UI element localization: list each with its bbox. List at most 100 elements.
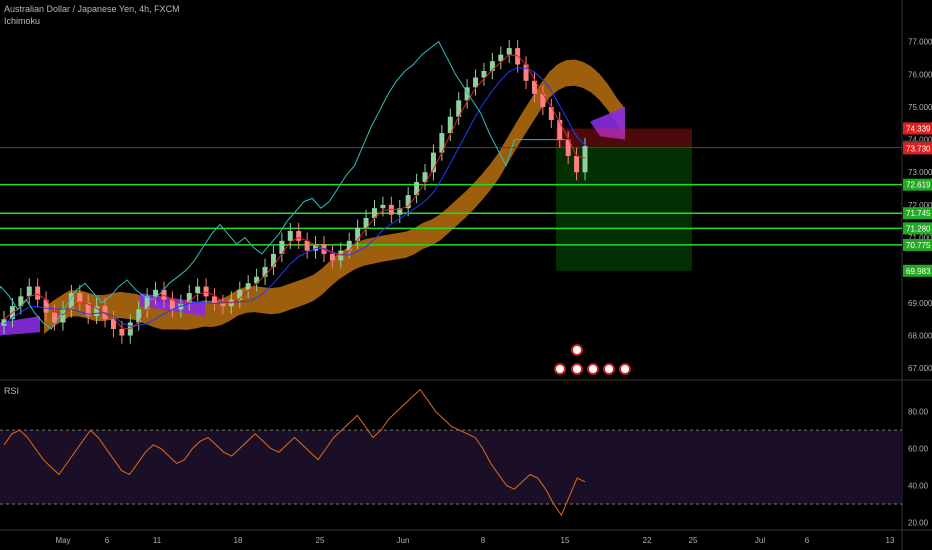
conversion-line — [3, 54, 586, 330]
price-tick-label: 67.000 — [908, 364, 932, 373]
event-marker-icon — [619, 363, 631, 375]
candle-body — [110, 319, 116, 330]
candle-body — [68, 293, 74, 310]
candle-body — [26, 286, 32, 297]
candle-body — [212, 296, 218, 303]
candle-body — [254, 276, 260, 284]
rsi-tick-label: 40.00 — [908, 482, 929, 491]
time-tick-label: 22 — [643, 536, 652, 545]
price-tick-label: 75.000 — [908, 103, 932, 112]
price-tick-label: 77.000 — [908, 38, 932, 47]
base-line — [3, 67, 586, 327]
candle-body — [1, 319, 7, 326]
candle-body — [405, 195, 411, 209]
price-tag-label: 73.730 — [906, 144, 931, 153]
rsi-tick-label: 80.00 — [908, 408, 929, 417]
candle-body — [35, 286, 41, 300]
price-tag-label: 71.280 — [906, 224, 931, 233]
candle-body — [397, 208, 403, 215]
candle-body — [304, 240, 310, 251]
candle-body — [60, 309, 66, 323]
candle-body — [498, 54, 504, 62]
candle-body — [422, 172, 428, 183]
rsi-tick-label: 60.00 — [908, 445, 929, 454]
lagging-span — [0, 40, 565, 330]
candle-body — [531, 80, 537, 94]
candle-body — [540, 93, 546, 107]
price-tag-label: 70.775 — [906, 241, 931, 250]
event-marker-icon — [571, 344, 583, 356]
candle-body — [169, 299, 175, 310]
price-tag — [903, 122, 932, 135]
candle-body — [279, 240, 285, 254]
candle-body — [203, 286, 209, 297]
time-tick-label: 6 — [805, 536, 810, 545]
candle-body — [153, 289, 159, 297]
time-tick-label: 25 — [689, 536, 698, 545]
time-tick-label: 18 — [234, 536, 243, 545]
candle-body — [481, 70, 487, 78]
candle-body — [473, 77, 479, 88]
time-tick-label: 6 — [105, 536, 110, 545]
time-tick-label: 15 — [561, 536, 570, 545]
price-tick-label: 74.000 — [908, 136, 932, 145]
rsi-label: RSI — [4, 386, 20, 396]
candle-body — [439, 133, 445, 153]
candle-body — [52, 312, 58, 323]
candle-body — [18, 296, 24, 307]
price-tag-label: 74.339 — [906, 125, 931, 134]
ichimoku-cloud-bearish — [0, 315, 40, 336]
candle-body — [195, 286, 201, 294]
chart-title: Australian Dollar / Japanese Yen, 4h, FX… — [4, 4, 180, 14]
price-tag — [903, 207, 932, 220]
candle-body — [548, 106, 554, 120]
time-tick-label: May — [55, 536, 70, 545]
candle-body — [338, 250, 344, 261]
candle-body — [329, 253, 335, 261]
time-tick-label: 8 — [481, 536, 486, 545]
candle-body — [77, 293, 83, 303]
candle-body — [287, 231, 293, 241]
candle-body — [119, 329, 125, 336]
stop-loss-zone — [556, 128, 692, 147]
candle-body — [136, 309, 142, 323]
price-tick-label: 69.000 — [908, 299, 932, 308]
candle-body — [523, 64, 529, 81]
price-tag — [903, 178, 932, 191]
candle-body — [270, 253, 276, 267]
price-tag — [903, 142, 932, 155]
time-tick-label: 13 — [886, 536, 895, 545]
price-tick-label: 72.000 — [908, 201, 932, 210]
ichimoku-cloud — [44, 59, 625, 334]
candle-body — [489, 61, 495, 71]
price-tick-label: 76.000 — [908, 70, 932, 79]
candle-body — [574, 155, 580, 173]
event-marker-icon — [587, 363, 599, 375]
candle-body — [94, 306, 100, 316]
candle-body — [161, 289, 167, 300]
ichimoku-cloud-bearish — [590, 106, 625, 140]
candle-body — [355, 227, 361, 241]
event-marker-icon — [554, 363, 566, 375]
candle-body — [447, 116, 453, 134]
candle-body — [85, 302, 91, 316]
candle-body — [506, 48, 512, 55]
candle-body — [565, 139, 571, 156]
price-tag-label: 72.619 — [906, 181, 931, 190]
time-tick-label: 11 — [153, 536, 162, 545]
event-marker-icon — [603, 363, 615, 375]
price-tag — [903, 238, 932, 251]
time-tick-label: Jul — [755, 536, 765, 545]
candle-body — [144, 296, 150, 310]
rsi-tick-label: 20.00 — [908, 518, 929, 527]
candle-body — [262, 266, 268, 277]
candle-body — [414, 182, 420, 196]
price-tick-label: 71.000 — [908, 234, 932, 243]
candle-body — [380, 204, 386, 209]
candle-body — [464, 87, 470, 101]
candle-body — [346, 240, 352, 251]
price-tag-label: 69.983 — [906, 267, 931, 276]
indicator-label: Ichimoku — [4, 16, 41, 26]
candle-body — [456, 100, 462, 117]
